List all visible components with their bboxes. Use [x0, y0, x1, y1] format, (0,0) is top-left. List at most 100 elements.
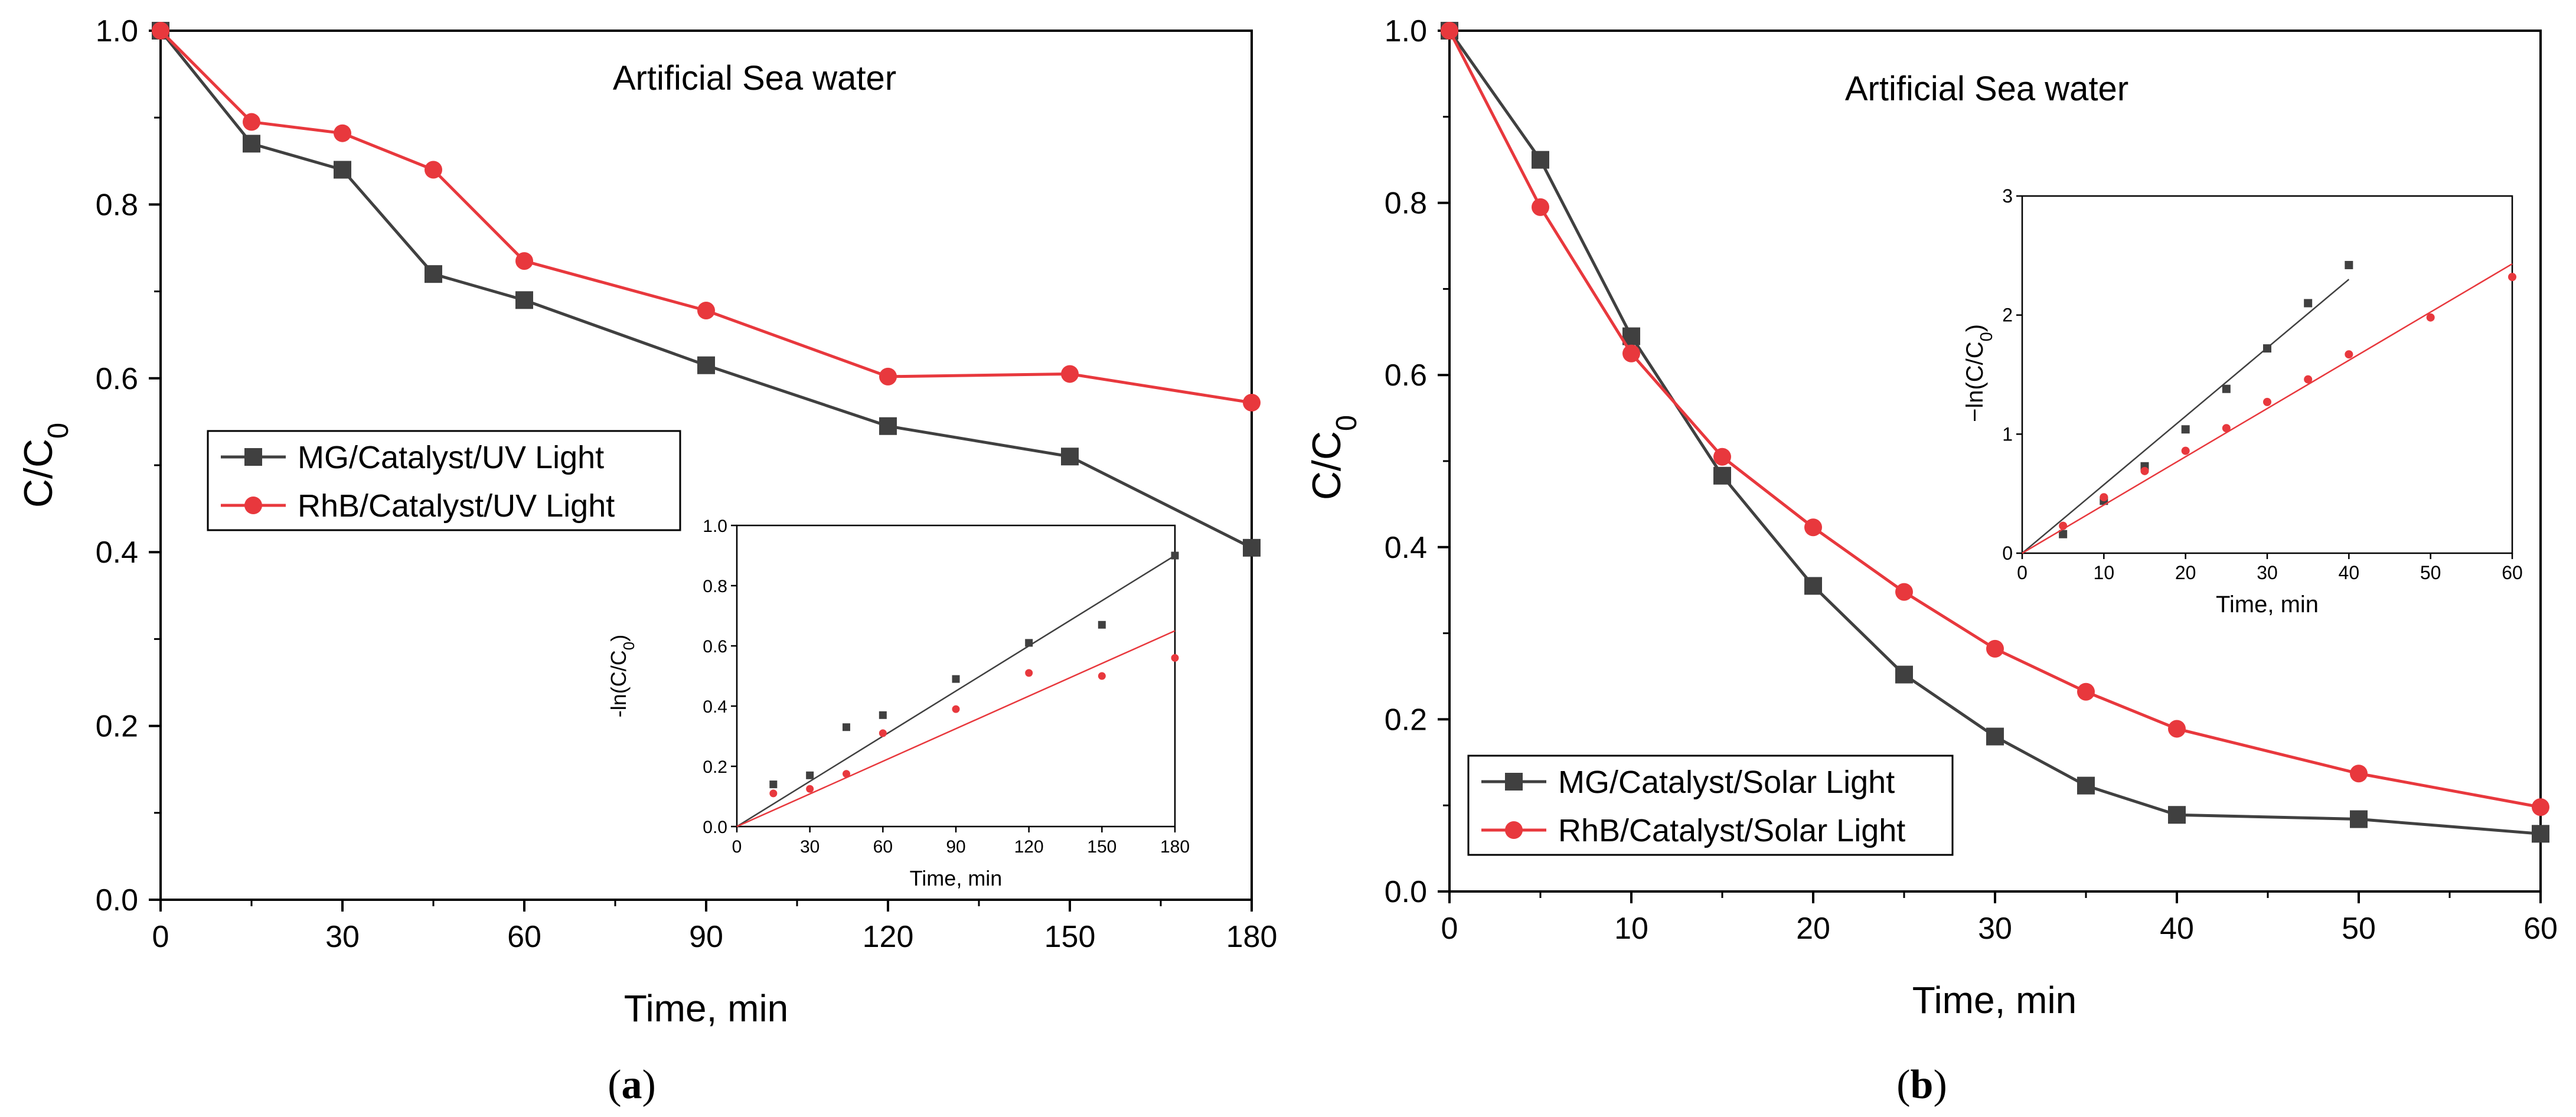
panel-a-series-2-point	[879, 367, 897, 386]
panel-b-series-2-point	[1895, 583, 1913, 601]
panel-a-series-1-point	[515, 291, 533, 309]
panel-b-series-2-point	[1804, 518, 1822, 537]
panel-b-inset-series-2-point	[2140, 466, 2149, 475]
panel-a-x-tick-label: 60	[507, 920, 541, 954]
panel-a-x-tick-label: 150	[1044, 920, 1096, 954]
panel-b-series-1-point	[2077, 776, 2095, 795]
panel-b-legend-label: RhB/Catalyst/Solar Light	[1558, 813, 1905, 848]
panel-a-inset-x-tick-label: 90	[946, 837, 965, 857]
panel-a-inset-fit-line-2	[736, 630, 1176, 828]
panel-b-inset-series-2-point	[2304, 375, 2313, 384]
panel-a-inset-y-axis-label: -ln(C/C0)	[606, 635, 638, 717]
panel-b-x-tick-label: 40	[2160, 912, 2194, 946]
panel-b-x-tick-label: 30	[1978, 912, 2012, 946]
panel-a-inset-series-2-point	[1171, 654, 1179, 662]
panel-b-inset-series-2-point	[2059, 521, 2068, 530]
panel-b-inset-x-tick-label: 0	[2017, 562, 2028, 583]
panel-b-inset-x-tick-label: 30	[2257, 562, 2278, 583]
panel-b-inset-series-2-point	[2426, 313, 2435, 322]
panel-a-inset-x-tick-label: 150	[1087, 837, 1116, 857]
panel-b-y-tick-label: 0.4	[1385, 531, 1427, 565]
panel-a-inset-series-1-point	[1025, 639, 1033, 647]
panel-b-inset-x-tick-label: 10	[2094, 562, 2115, 583]
panel-a-y-tick-label: 0.8	[96, 188, 138, 222]
panel-b-y-tick-label: 0.0	[1385, 875, 1427, 909]
panel-a-inset-series-2-point	[952, 705, 960, 713]
panel-b-inset-x-tick-label: 60	[2502, 562, 2523, 583]
panel-a-y-axis-label: C/C0	[16, 423, 74, 508]
panel-b-inset-series-1-point	[2222, 384, 2231, 393]
panel-b-inset-series-1-point	[2263, 344, 2271, 353]
panel-b-inset-series-2-point	[2508, 273, 2516, 282]
panel-a-inset-y-tick-label: 0.4	[703, 697, 727, 717]
panel-b-x-tick-label: 10	[1614, 912, 1648, 946]
panel-a-inset-y-tick-label: 0.6	[703, 637, 727, 657]
panel-b-inset-fit-line-1	[2022, 279, 2350, 554]
panel-b-legend-box	[1467, 755, 1954, 856]
panel-b-series-2-point	[1713, 448, 1731, 466]
panel-b-series-2-point	[1986, 639, 2004, 658]
panel-a-series-1-point	[879, 417, 897, 435]
panel-b-inset-frame	[2021, 195, 2513, 554]
panel-a-y-tick-label: 0.6	[96, 362, 138, 396]
panel-a-series-1-point	[1243, 538, 1261, 557]
panel-b-series-1-point	[1713, 466, 1731, 485]
panel-b-series-1-point	[1532, 151, 1549, 169]
panel-a-series-2-point	[425, 161, 442, 179]
panel-a-x-tick-label: 30	[325, 920, 360, 954]
panel-a-inset-series-1-point	[952, 675, 960, 683]
panel-b-panel-label: (b)	[1896, 1062, 1947, 1108]
panel-b-series-2-point	[2350, 765, 2368, 783]
panel-a-inset-series-1-point	[1171, 551, 1179, 560]
panel-a-inset-x-tick-label: 0	[732, 837, 742, 857]
panel-a-legend-label: MG/Catalyst/UV Light	[298, 440, 604, 475]
panel-a-y-tick-label: 1.0	[96, 14, 138, 48]
panel-a-legend-box	[207, 430, 681, 531]
panel-a-legend-marker	[244, 497, 262, 514]
panel-b-series-2-point	[1622, 344, 1640, 362]
panel-b-y-tick-label: 0.2	[1385, 703, 1427, 737]
panel-a-inset-series-2-point	[1098, 672, 1106, 680]
panel-b-inset-y-axis-label-subscript: 0	[1977, 332, 1996, 341]
panel-a-series-2-point	[334, 124, 351, 142]
panel-b-inset-series-1-point	[2304, 299, 2313, 308]
panel-a-inset-y-axis-label-close: )	[606, 635, 631, 642]
panel-a-inset-y-axis-label-subscript: 0	[621, 642, 638, 650]
panel-a-inset-fit-line-1	[736, 554, 1176, 828]
panel-a-inset-y-tick-label: 0.0	[703, 818, 727, 837]
panel-a-y-tick-label: 0.0	[96, 883, 138, 917]
panel-b-inset-series-2-point	[2181, 446, 2190, 455]
panel-b-inset-x-tick-label: 40	[2339, 562, 2360, 583]
panel-b-series-2-point	[2532, 798, 2549, 816]
panel-b-series-1-point	[1895, 665, 1913, 684]
panel-b-inset-y-tick-label: 0	[2002, 543, 2013, 564]
panel-b-x-axis-label: Time, min	[1912, 979, 2077, 1021]
panel-a-series-2-point	[1061, 365, 1079, 383]
panel-b-x-tick-label: 0	[1441, 912, 1458, 946]
panel-b-legend-label: MG/Catalyst/Solar Light	[1558, 765, 1895, 800]
panel-b-series-1-point	[1986, 727, 2004, 746]
panel-b-series-2-point	[1441, 22, 1458, 40]
panel-a-inset-series-2-point	[879, 729, 887, 737]
panel-b-inset-series-2-point	[2263, 397, 2271, 406]
panel-a-x-tick-label: 0	[152, 920, 169, 954]
panel-a-x-tick-label: 120	[863, 920, 914, 954]
panel-b-inset-x-tick-label: 50	[2420, 562, 2441, 583]
panel-a-inset-series-1-point	[843, 723, 850, 731]
panel-b-legend-marker	[1505, 821, 1523, 839]
panel-a-y-axis-label-subscript: 0	[43, 423, 74, 439]
panel-a-x-tick-label: 90	[689, 920, 723, 954]
panel-a-inset-x-tick-label: 30	[800, 837, 820, 857]
panel-a-panel-label: (a)	[608, 1062, 656, 1108]
panel-a-x-axis-label: Time, min	[624, 987, 789, 1030]
panel-b-y-axis-label: C/C0	[1304, 415, 1363, 500]
panel-a-legend-label: RhB/Catalyst/UV Light	[298, 488, 615, 524]
panel-b-x-tick-label: 60	[2523, 912, 2558, 946]
panel-a-inset-y-tick-label: 1.0	[703, 517, 727, 536]
panel-a-y-tick-label: 0.2	[96, 710, 138, 744]
panel-a-inset-series-2-point	[769, 789, 778, 798]
panel-b-series-2-point	[2168, 720, 2186, 738]
panel-b-inset-series-1-point	[2345, 260, 2353, 269]
